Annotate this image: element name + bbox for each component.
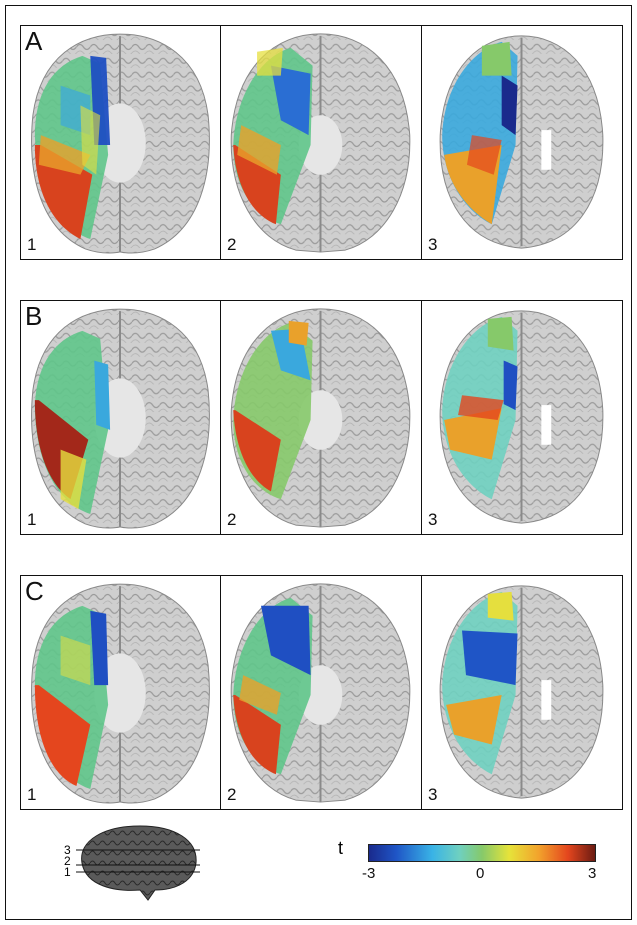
slice-number: 2 (227, 510, 236, 530)
colorbar-gradient (368, 844, 596, 862)
slice-number: 3 (428, 510, 437, 530)
panel-c1: C 1 (20, 575, 221, 810)
row-c: C 1 2 (20, 575, 624, 810)
brain-slice-mid (221, 26, 421, 259)
brain-slice-high (422, 301, 622, 534)
brain-slice-low (21, 576, 220, 809)
row-letter: C (25, 576, 44, 607)
slice-number: 3 (428, 235, 437, 255)
row-letter: A (25, 26, 42, 57)
lateral-brain-diagram: 3 2 1 (60, 818, 210, 903)
slice-number: 1 (27, 235, 36, 255)
colorbar-label: t (338, 838, 343, 859)
panel-b3: 3 (422, 300, 623, 535)
brain-slice-low (21, 26, 220, 259)
brain-slice-low (21, 301, 220, 534)
slice-number: 2 (227, 785, 236, 805)
slice-number: 3 (428, 785, 437, 805)
panel-a3: 3 (422, 25, 623, 260)
panel-b1: B 1 (20, 300, 221, 535)
colorbar-tick-max: 3 (588, 865, 596, 882)
slice-line-label: 1 (64, 865, 71, 879)
row-letter: B (25, 301, 42, 332)
slice-number: 2 (227, 235, 236, 255)
colorbar-tick-min: -3 (362, 865, 375, 882)
panel-a2: 2 (221, 25, 422, 260)
colorbar-tick-mid: 0 (476, 865, 484, 882)
slice-number: 1 (27, 785, 36, 805)
panel-c3: 3 (422, 575, 623, 810)
brain-slice-high (422, 576, 622, 809)
slice-number: 1 (27, 510, 36, 530)
panel-b2: 2 (221, 300, 422, 535)
brain-slice-mid (221, 576, 421, 809)
panel-a1: A 1 (20, 25, 221, 260)
colorbar-legend: t -3 0 3 (338, 838, 608, 898)
row-a: A 1 2 (20, 25, 624, 260)
row-b: B 1 2 (20, 300, 624, 535)
brain-slice-mid (221, 301, 421, 534)
brain-slice-high (422, 26, 622, 259)
panel-c2: 2 (221, 575, 422, 810)
